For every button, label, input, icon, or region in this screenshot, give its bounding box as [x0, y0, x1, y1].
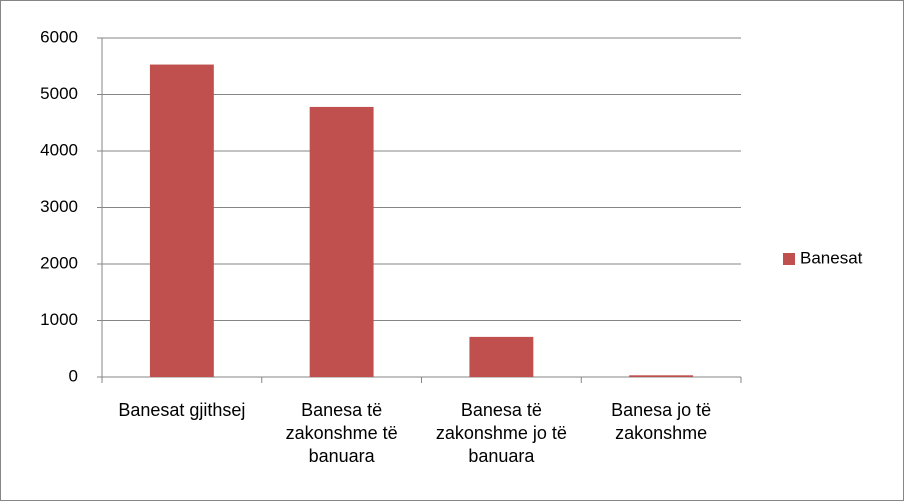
x-tick-label: Banesa jo të zakonshme	[611, 400, 712, 443]
y-tick-label: 0	[69, 366, 78, 385]
bar	[469, 336, 534, 377]
y-tick-label: 5000	[40, 84, 78, 103]
x-tick-label: Banesa të zakonshme jo të banuara	[435, 400, 567, 466]
y-tick-label: 2000	[40, 253, 78, 272]
y-tick-label: 4000	[40, 140, 78, 159]
bar	[309, 106, 374, 378]
x-tick-label: Banesa të zakonshme të banuara	[285, 400, 398, 466]
y-tick-label: 3000	[40, 197, 78, 216]
bar	[629, 375, 694, 377]
legend-swatch	[783, 253, 795, 265]
bar	[149, 64, 214, 378]
x-tick-label: Banesat gjithsej	[118, 400, 246, 420]
legend-label: Banesat	[800, 248, 863, 267]
y-tick-label: 6000	[40, 27, 78, 46]
y-tick-label: 1000	[40, 310, 78, 329]
